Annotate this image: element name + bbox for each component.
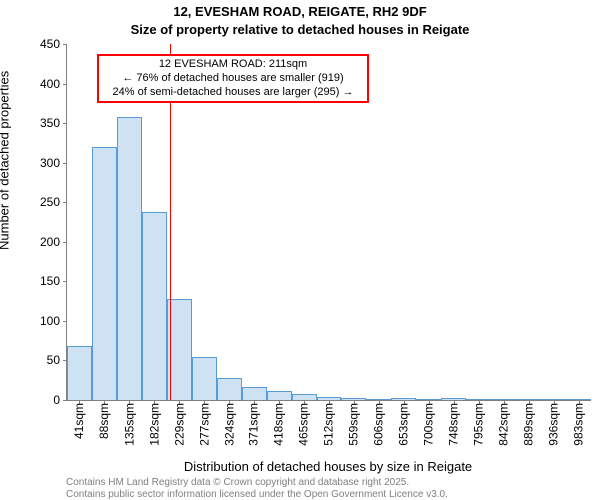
histogram-bar <box>117 117 142 400</box>
x-tick-label: 889sqm <box>522 403 536 446</box>
x-tick-label: 606sqm <box>372 403 386 446</box>
y-tick-label: 0 <box>0 393 60 407</box>
x-tick-label: 653sqm <box>397 403 411 446</box>
chart-container: { "chart": { "type": "histogram", "title… <box>0 0 600 500</box>
y-tick-mark <box>63 400 67 401</box>
histogram-bar <box>142 212 167 400</box>
y-tick-mark <box>63 281 67 282</box>
x-tick-label: 41sqm <box>72 403 86 439</box>
annotation-box: 12 EVESHAM ROAD: 211sqm← 76% of detached… <box>97 54 369 103</box>
x-tick-label: 135sqm <box>122 403 136 446</box>
histogram-bar <box>267 391 292 400</box>
y-tick-mark <box>63 321 67 322</box>
chart-title: 12, EVESHAM ROAD, REIGATE, RH2 9DF <box>0 4 600 19</box>
annotation-line: 12 EVESHAM ROAD: 211sqm <box>103 58 363 72</box>
y-tick-label: 100 <box>0 314 60 328</box>
x-tick-label: 559sqm <box>347 403 361 446</box>
x-tick-label: 88sqm <box>97 403 111 439</box>
x-axis-label: Distribution of detached houses by size … <box>66 459 590 474</box>
y-tick-mark <box>63 84 67 85</box>
footer-line-2: Contains public sector information licen… <box>66 489 448 500</box>
y-tick-mark <box>63 163 67 164</box>
x-tick-label: 936sqm <box>547 403 561 446</box>
histogram-bar <box>192 357 217 401</box>
annotation-line: ← 76% of detached houses are smaller (91… <box>103 72 363 86</box>
x-tick-label: 465sqm <box>297 403 311 446</box>
histogram-bar <box>242 387 267 400</box>
y-tick-mark <box>63 242 67 243</box>
histogram-bar <box>217 378 242 400</box>
y-tick-label: 350 <box>0 116 60 130</box>
histogram-bar <box>92 147 117 400</box>
x-tick-label: 842sqm <box>497 403 511 446</box>
x-tick-label: 371sqm <box>247 403 261 446</box>
x-tick-label: 182sqm <box>147 403 161 446</box>
y-tick-mark <box>63 123 67 124</box>
y-tick-label: 250 <box>0 195 60 209</box>
y-tick-label: 150 <box>0 274 60 288</box>
y-tick-label: 400 <box>0 77 60 91</box>
y-tick-label: 200 <box>0 235 60 249</box>
annotation-line: 24% of semi-detached houses are larger (… <box>103 86 363 100</box>
x-tick-label: 795sqm <box>472 403 486 446</box>
y-tick-label: 50 <box>0 353 60 367</box>
histogram-bar <box>67 346 92 400</box>
x-tick-label: 418sqm <box>272 403 286 446</box>
x-tick-label: 277sqm <box>197 403 211 446</box>
histogram-bar <box>167 299 192 400</box>
x-tick-label: 324sqm <box>222 403 236 446</box>
plot-area: 41sqm88sqm135sqm182sqm229sqm277sqm324sqm… <box>66 44 591 401</box>
y-tick-mark <box>63 202 67 203</box>
footer-line-1: Contains HM Land Registry data © Crown c… <box>66 477 409 488</box>
chart-subtitle: Size of property relative to detached ho… <box>0 22 600 37</box>
y-tick-label: 450 <box>0 37 60 51</box>
x-tick-label: 700sqm <box>422 403 436 446</box>
x-tick-label: 512sqm <box>322 403 336 446</box>
x-tick-label: 983sqm <box>572 403 586 446</box>
x-tick-label: 748sqm <box>447 403 461 446</box>
y-tick-mark <box>63 44 67 45</box>
y-tick-label: 300 <box>0 156 60 170</box>
x-tick-label: 229sqm <box>172 403 186 446</box>
